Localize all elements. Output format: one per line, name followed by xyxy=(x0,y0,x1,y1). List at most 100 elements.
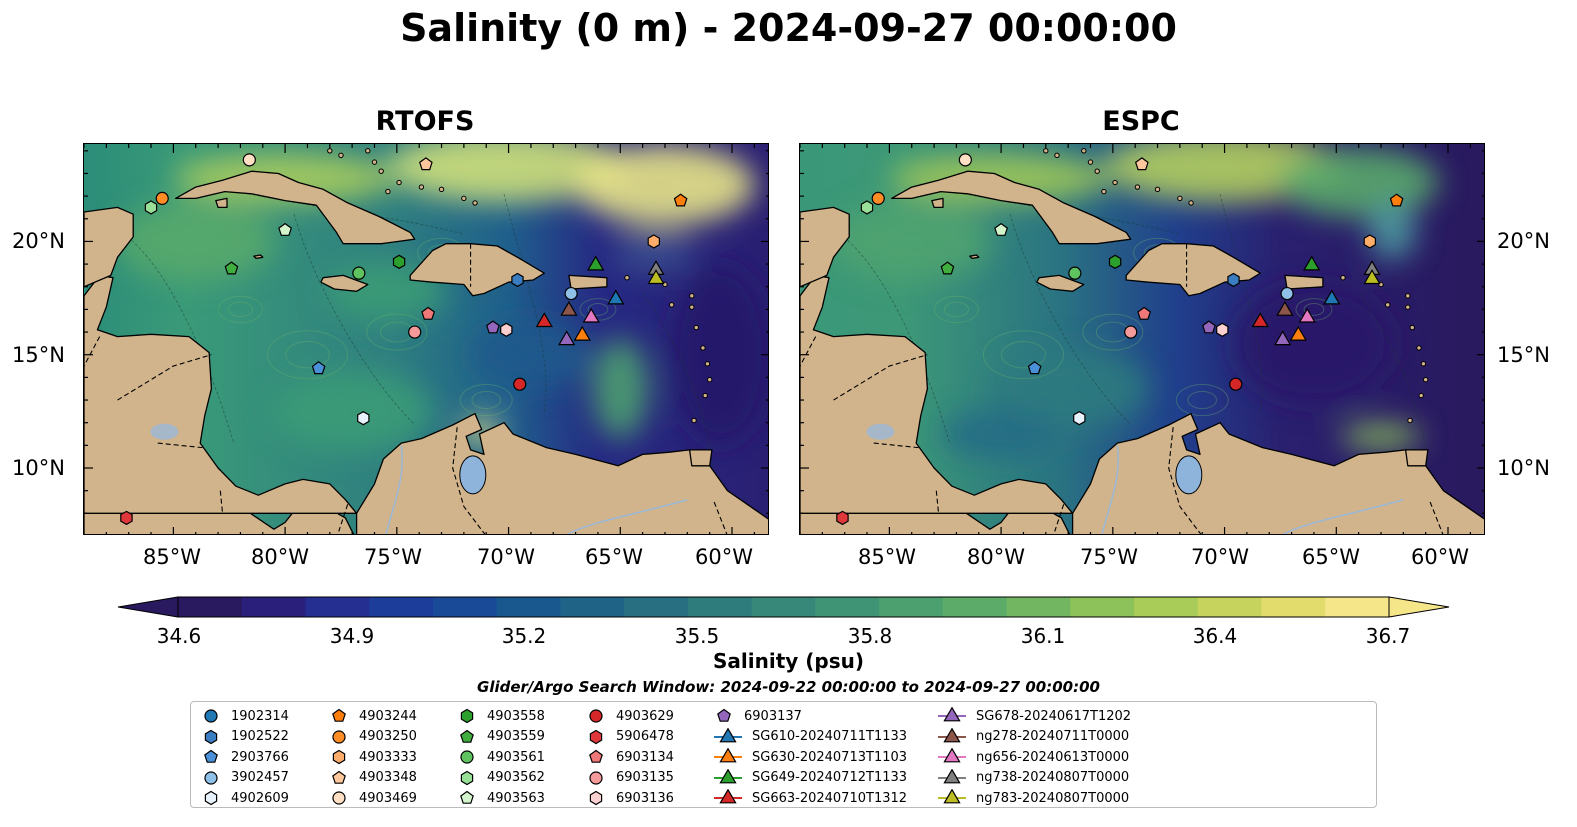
legend-label: 4903469 xyxy=(359,790,417,806)
lon-tick-rtofs: 60°W xyxy=(695,545,753,569)
legend-item-ng278-20240711T0000: ng278-20240711T0000 xyxy=(936,727,1129,747)
glider-marker-SG610-20240711T1133[interactable] xyxy=(1323,289,1341,305)
legend-label: ng738-20240807T0000 xyxy=(976,770,1130,785)
legend-label: ng783-20240807T0000 xyxy=(976,790,1130,806)
float-marker-4902609[interactable] xyxy=(357,411,370,426)
glider-triangle-icon xyxy=(938,768,966,783)
float-pentagon-icon xyxy=(204,749,218,763)
colorbar-tick: 36.1 xyxy=(1020,624,1066,648)
float-marker-4903629[interactable] xyxy=(513,377,527,391)
legend-item-ng738-20240807T0000: ng738-20240807T0000 xyxy=(936,768,1129,788)
float-marker-6903134[interactable] xyxy=(421,306,436,320)
legend-item-6903137: 6903137 xyxy=(712,706,802,726)
legend-label: 4903629 xyxy=(616,708,674,724)
glider-marker-SG649-20240712T1133[interactable] xyxy=(1303,255,1321,271)
float-marker-4903561[interactable] xyxy=(1068,266,1082,280)
float-marker-6903136[interactable] xyxy=(500,322,513,337)
glider-marker-ng278-20240711T0000[interactable] xyxy=(1276,300,1294,316)
glider-marker-ng656-20240613T0000[interactable] xyxy=(582,307,600,323)
lon-tick-espc: 75°W xyxy=(1080,545,1138,569)
float-marker-5906478[interactable] xyxy=(836,510,849,526)
lat-tick-left: 10°N xyxy=(12,456,65,480)
float-marker-2903766[interactable] xyxy=(1027,361,1042,375)
panel-title-espc: ESPC xyxy=(1102,106,1180,137)
map-panel-espc[interactable] xyxy=(799,143,1485,535)
search-window-text: Glider/Argo Search Window: 2024-09-22 00… xyxy=(477,678,1100,696)
lon-tick-rtofs: 80°W xyxy=(251,545,309,569)
legend-label: 4902609 xyxy=(231,790,289,806)
legend-item-4903559: 4903559 xyxy=(455,727,545,747)
glider-marker-SG678-20240617T1202[interactable] xyxy=(558,330,576,346)
float-marker-6903136[interactable] xyxy=(1216,322,1229,337)
glider-marker-SG630-20240713T1103[interactable] xyxy=(573,325,591,341)
float-pentagon-icon xyxy=(460,729,474,743)
float-marker-4903558[interactable] xyxy=(392,254,406,269)
glider-marker-SG678-20240617T1202[interactable] xyxy=(1274,330,1292,346)
float-marker-3902457[interactable] xyxy=(1280,286,1294,301)
colorbar xyxy=(117,596,1450,618)
float-marker-4903563[interactable] xyxy=(994,222,1009,236)
float-marker-4903563[interactable] xyxy=(278,222,293,236)
legend-label: 1902522 xyxy=(231,729,289,744)
float-marker-4903333[interactable] xyxy=(1363,234,1377,249)
legend-label: 6903135 xyxy=(616,770,674,785)
colorbar-tick: 35.2 xyxy=(501,624,547,648)
glider-marker-SG663-20240710T1312[interactable] xyxy=(535,312,553,328)
float-marker-4903559[interactable] xyxy=(940,261,955,275)
float-pentagon-icon xyxy=(717,708,731,722)
lon-tick-espc: 70°W xyxy=(1191,545,1249,569)
glider-marker-ng656-20240613T0000[interactable] xyxy=(1298,307,1316,323)
glider-marker-SG610-20240711T1133[interactable] xyxy=(607,289,625,305)
glider-marker-SG663-20240710T1312[interactable] xyxy=(1251,312,1269,328)
colorbar-tick: 34.6 xyxy=(156,624,202,648)
glider-marker-ng783-20240807T0000[interactable] xyxy=(1363,269,1381,285)
glider-triangle-icon xyxy=(938,748,966,763)
float-marker-4903469[interactable] xyxy=(958,153,972,167)
float-marker-4903559[interactable] xyxy=(224,261,239,275)
legend-item-4903250: 4903250 xyxy=(327,727,417,747)
float-marker-4902609[interactable] xyxy=(1073,411,1086,426)
float-marker-4903469[interactable] xyxy=(242,153,256,167)
float-hexagon-icon xyxy=(460,770,474,785)
float-marker-6903135[interactable] xyxy=(408,325,422,339)
float-marker-4903629[interactable] xyxy=(1229,377,1243,391)
float-marker-4903562[interactable] xyxy=(144,200,158,215)
float-marker-4903348[interactable] xyxy=(1134,157,1149,171)
colorbar-tick: 36.4 xyxy=(1192,624,1238,648)
float-marker-4903250[interactable] xyxy=(155,191,169,205)
float-marker-5906478[interactable] xyxy=(120,510,133,526)
legend-item-3902457: 3902457 xyxy=(199,768,289,788)
float-hexagon-icon xyxy=(332,749,346,765)
float-marker-2903766[interactable] xyxy=(311,361,326,375)
float-marker-4903250[interactable] xyxy=(871,191,885,205)
float-pentagon-icon xyxy=(332,708,346,722)
lon-tick-rtofs: 65°W xyxy=(585,545,643,569)
float-marker-3902457[interactable] xyxy=(564,286,578,301)
float-marker-1902522[interactable] xyxy=(511,272,524,288)
legend-item-1902314: 1902314 xyxy=(199,706,289,726)
colorbar-tick: 34.9 xyxy=(329,624,375,648)
float-marker-4903348[interactable] xyxy=(418,157,433,171)
float-marker-4903244[interactable] xyxy=(673,193,688,207)
legend-label: 4903563 xyxy=(487,790,545,806)
float-hexagon-icon xyxy=(589,729,603,744)
lon-tick-rtofs: 70°W xyxy=(477,545,535,569)
float-marker-1902522[interactable] xyxy=(1227,272,1240,288)
float-marker-4903558[interactable] xyxy=(1108,254,1122,269)
glider-marker-ng783-20240807T0000[interactable] xyxy=(647,269,665,285)
glider-marker-ng278-20240711T0000[interactable] xyxy=(560,300,578,316)
float-marker-4903333[interactable] xyxy=(647,234,661,249)
float-marker-4903562[interactable] xyxy=(860,200,874,215)
float-marker-6903135[interactable] xyxy=(1124,325,1138,339)
float-marker-6903137[interactable] xyxy=(486,320,500,334)
float-marker-4903561[interactable] xyxy=(352,266,366,280)
glider-marker-SG649-20240712T1133[interactable] xyxy=(587,255,605,271)
glider-marker-SG630-20240713T1103[interactable] xyxy=(1289,325,1307,341)
float-marker-4903244[interactable] xyxy=(1389,193,1404,207)
float-marker-6903134[interactable] xyxy=(1137,306,1152,320)
lat-tick-left: 20°N xyxy=(12,229,65,253)
legend-item-6903134: 6903134 xyxy=(584,747,674,767)
lon-tick-rtofs: 75°W xyxy=(364,545,422,569)
float-marker-6903137[interactable] xyxy=(1202,320,1216,334)
map-panel-rtofs[interactable] xyxy=(83,143,769,535)
